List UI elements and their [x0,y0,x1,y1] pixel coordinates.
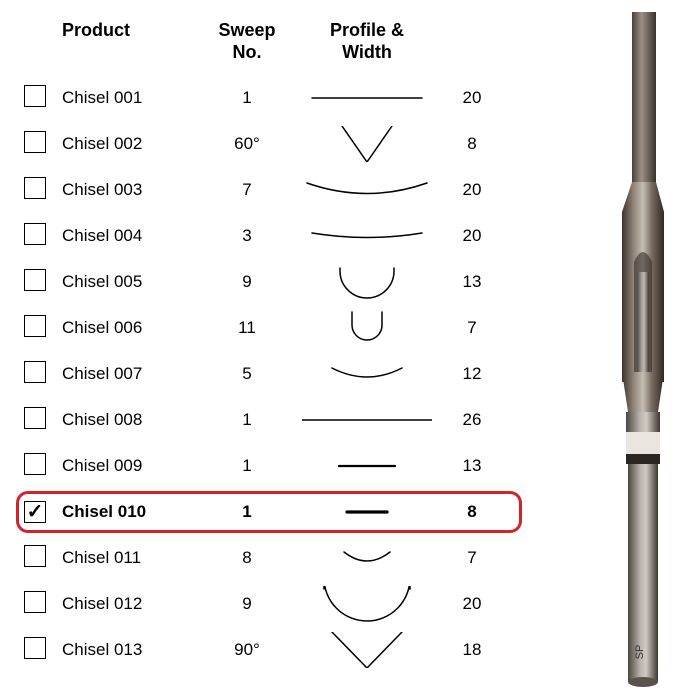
profile-width: 20 [442,88,502,108]
table-row: Chisel 009 1 13 [22,443,542,489]
sweep-number: 1 [202,502,292,522]
product-name: Chisel 001 [62,88,202,108]
profile-shape [292,172,442,208]
sweep-number: 11 [202,318,292,338]
product-name: Chisel 010 [62,502,202,522]
table-header-row: Product Sweep No. Profile & Width [22,20,542,63]
sweep-number: 60° [202,134,292,154]
profile-width: 8 [442,502,502,522]
checkbox-cell [22,131,62,158]
checkbox[interactable] [24,545,46,567]
profile-width: 18 [442,640,502,660]
profile-width: 8 [442,134,502,154]
table-row: Chisel 013 90° 18 [22,627,542,673]
chisel-photo: SP [604,12,682,688]
profile-width: 13 [442,456,502,476]
header-product: Product [62,20,202,41]
profile-shape [292,356,442,392]
profile-shape [292,310,442,346]
sweep-number: 9 [202,272,292,292]
profile-width: 20 [442,594,502,614]
checkbox-cell [22,223,62,250]
table-row: Chisel 011 8 7 [22,535,542,581]
checkbox-cell [22,407,62,434]
checkbox-cell [22,545,62,572]
sweep-number: 1 [202,88,292,108]
sweep-number: 9 [202,594,292,614]
product-name: Chisel 005 [62,272,202,292]
checkbox[interactable] [24,223,46,245]
checkbox[interactable] [24,269,46,291]
product-name: Chisel 008 [62,410,202,430]
profile-shape [292,264,442,300]
checkbox[interactable] [24,407,46,429]
header-sweep: Sweep No. [202,20,292,63]
checkbox-cell [22,453,62,480]
table-row: Chisel 005 9 13 [22,259,542,305]
profile-shape [292,632,442,668]
table-row: Chisel 012 9 20 [22,581,542,627]
table-row: Chisel 004 3 20 [22,213,542,259]
product-name: Chisel 011 [62,548,202,568]
header-profile: Profile & Width [292,20,442,63]
checkbox-cell [22,361,62,388]
checkbox[interactable] [24,501,46,523]
sweep-number: 1 [202,456,292,476]
product-name: Chisel 003 [62,180,202,200]
table-row: Chisel 010 1 8 [22,489,542,535]
checkbox[interactable] [24,591,46,613]
checkbox[interactable] [24,131,46,153]
profile-shape [292,448,442,484]
table-row: Chisel 008 1 26 [22,397,542,443]
checkbox[interactable] [24,85,46,107]
checkbox-cell [22,315,62,342]
product-name: Chisel 013 [62,640,202,660]
profile-shape [292,80,442,116]
profile-width: 20 [442,226,502,246]
checkbox-cell [22,85,62,112]
profile-shape [292,402,442,438]
profile-shape [292,540,442,576]
profile-shape [292,218,442,254]
checkbox[interactable] [24,315,46,337]
product-name: Chisel 006 [62,318,202,338]
profile-shape [292,494,442,530]
sweep-number: 8 [202,548,292,568]
product-name: Chisel 002 [62,134,202,154]
checkbox-cell [22,637,62,664]
checkbox[interactable] [24,637,46,659]
profile-width: 13 [442,272,502,292]
checkbox[interactable] [24,453,46,475]
checkbox[interactable] [24,361,46,383]
checkbox-cell [22,591,62,618]
chisel-sp-label: SP [634,645,646,660]
checkbox-cell [22,501,62,523]
product-name: Chisel 004 [62,226,202,246]
sweep-number: 1 [202,410,292,430]
checkbox-cell [22,177,62,204]
sweep-number: 90° [202,640,292,660]
sweep-number: 7 [202,180,292,200]
product-name: Chisel 012 [62,594,202,614]
profile-shape [292,586,442,622]
table-row: Chisel 006 11 7 [22,305,542,351]
table-row: Chisel 007 5 12 [22,351,542,397]
table-row: Chisel 001 1 20 [22,75,542,121]
profile-shape [292,126,442,162]
product-name: Chisel 009 [62,456,202,476]
chisel-table: Product Sweep No. Profile & Width Chisel… [22,20,542,673]
checkbox[interactable] [24,177,46,199]
table-row: Chisel 002 60° 8 [22,121,542,167]
profile-width: 26 [442,410,502,430]
checkbox-cell [22,269,62,296]
sweep-number: 5 [202,364,292,384]
profile-width: 20 [442,180,502,200]
profile-width: 7 [442,548,502,568]
product-name: Chisel 007 [62,364,202,384]
profile-width: 7 [442,318,502,338]
sweep-number: 3 [202,226,292,246]
table-row: Chisel 003 7 20 [22,167,542,213]
profile-width: 12 [442,364,502,384]
